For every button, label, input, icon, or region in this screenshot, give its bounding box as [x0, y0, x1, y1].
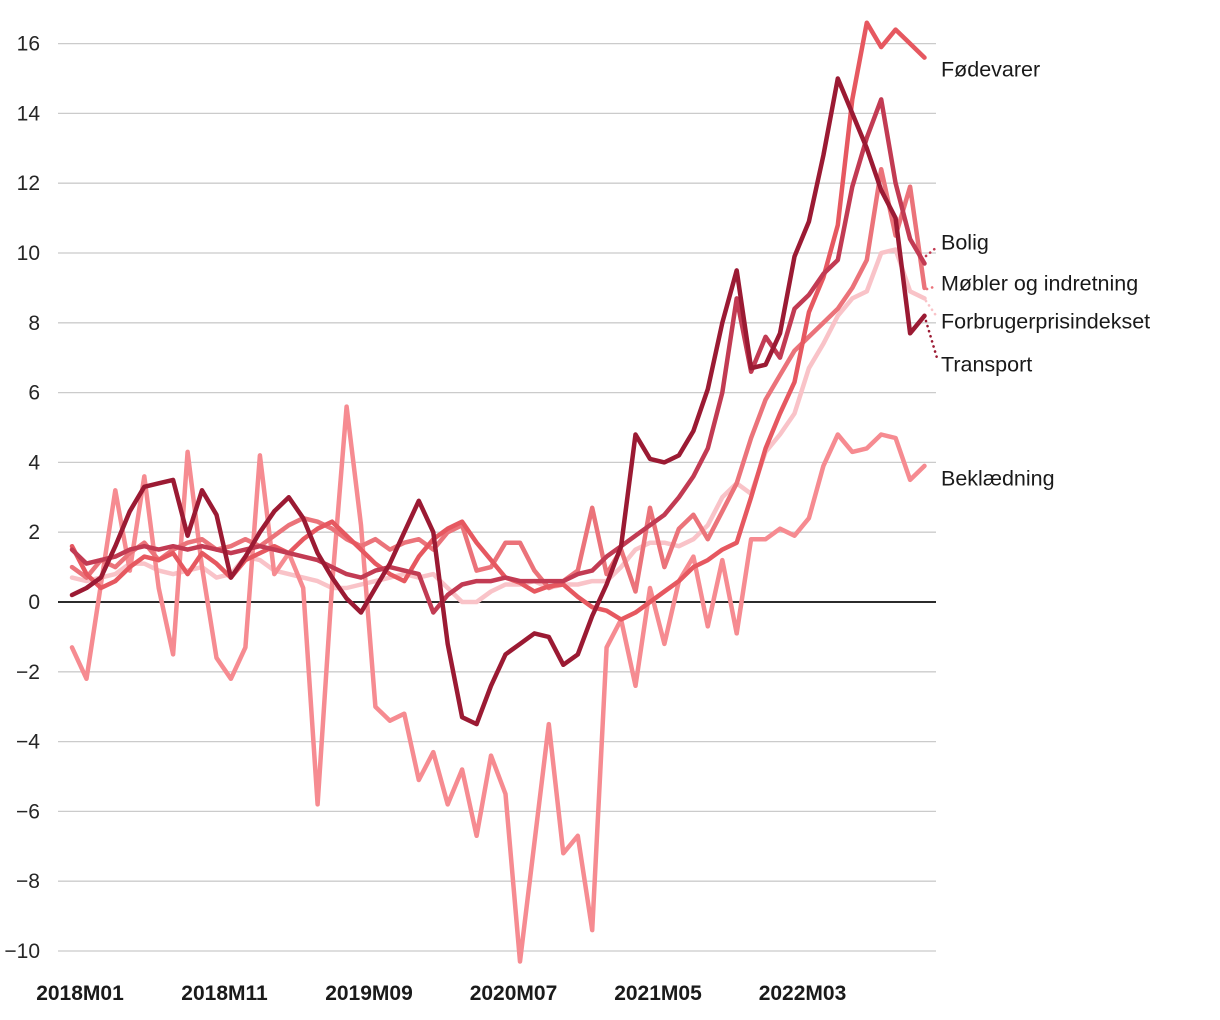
y-tick-label: 14 [17, 102, 41, 125]
x-tick-label: 2020M07 [470, 982, 558, 1005]
x-tick-label: 2018M11 [181, 982, 268, 1005]
leader-line-forbrugerprisindekset [924, 299, 939, 319]
series-label-beklaedning: Beklædning [941, 466, 1055, 491]
y-tick-label: 2 [28, 521, 40, 544]
y-tick-label: 4 [28, 451, 40, 474]
series-label-transport: Transport [941, 352, 1033, 377]
series-label-fodevarer: Fødevarer [941, 57, 1041, 82]
y-tick-label: 12 [17, 172, 40, 195]
series-line-transport [69, 76, 927, 727]
leader-line-m-bler-og-indretning [925, 284, 939, 291]
y-tick-label: −2 [16, 661, 40, 684]
y-tick-label: 10 [17, 242, 40, 265]
leader-line-transport [924, 319, 939, 360]
y-tick-label: −8 [16, 870, 40, 893]
x-tick-label: 2019M09 [325, 982, 413, 1005]
series-label-mobler-og-indretning: Møbler og indretning [941, 271, 1139, 296]
leader-line-bolig [924, 245, 939, 258]
y-tick-label: −6 [16, 800, 40, 823]
series-line-bekl-dning [69, 404, 927, 964]
y-tick-label: 8 [28, 312, 40, 335]
series-line-forbrugerprisindekset [69, 247, 927, 605]
series-line-f-devarer [69, 20, 927, 622]
x-tick-label: 2018M01 [36, 982, 124, 1005]
y-tick-label: 6 [28, 382, 40, 405]
y-tick-label: −4 [16, 731, 40, 754]
y-tick-label: −10 [4, 940, 40, 963]
x-tick-label: 2021M05 [614, 982, 702, 1005]
x-tick-label: 2022M03 [759, 982, 847, 1005]
series-label-forbrugerprisindekset: Forbrugerprisindekset [941, 309, 1151, 334]
y-tick-label: 0 [28, 591, 40, 614]
y-tick-label: 16 [17, 33, 40, 56]
series-label-bolig: Bolig [941, 230, 989, 255]
series-line-bolig [69, 97, 927, 615]
